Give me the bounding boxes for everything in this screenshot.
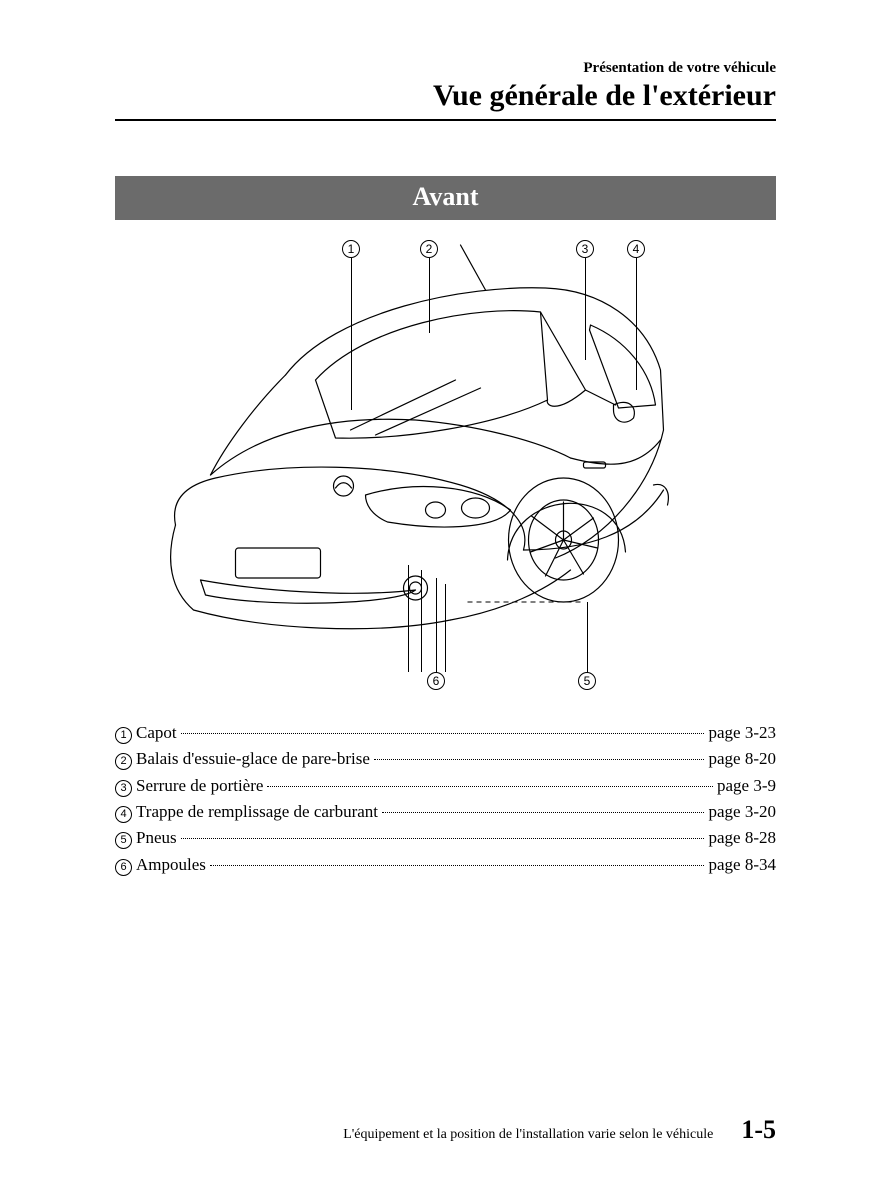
legend-item-page: page 3-20 — [708, 799, 776, 825]
breadcrumb: Présentation de votre véhicule — [115, 60, 776, 77]
car-diagram: 1 2 3 4 6 5 — [115, 230, 776, 700]
leader-dots — [382, 812, 704, 813]
diagram-callout: 5 — [578, 672, 596, 690]
legend-item-label: Pneus — [136, 825, 177, 851]
legend-item: 3Serrure de portière page 3-9 — [115, 773, 776, 799]
leader-dots — [210, 865, 705, 866]
legend-item-number: 3 — [115, 780, 132, 797]
diagram-callout: 1 — [342, 240, 360, 258]
legend-item-label: Trappe de remplissage de carburant — [136, 799, 378, 825]
legend-item-number: 1 — [115, 727, 132, 744]
legend-item: 1Capot page 3-23 — [115, 720, 776, 746]
leader-dots — [181, 733, 705, 734]
legend-item-page: page 3-23 — [708, 720, 776, 746]
legend-item-label: Ampoules — [136, 852, 206, 878]
diagram-callout: 3 — [576, 240, 594, 258]
legend-item-number: 4 — [115, 806, 132, 823]
legend-item-page: page 8-20 — [708, 746, 776, 772]
header-rule — [115, 119, 776, 121]
legend-item-page: page 8-34 — [708, 852, 776, 878]
page-title: Vue générale de l'extérieur — [115, 79, 776, 113]
page-footer: L'équipement et la position de l'install… — [115, 1115, 776, 1145]
legend-item: 6Ampoules page 8-34 — [115, 852, 776, 878]
footer-note: L'équipement et la position de l'install… — [343, 1127, 713, 1143]
section-title-band: Avant — [115, 176, 776, 220]
legend-item-label: Balais d'essuie-glace de pare-brise — [136, 746, 370, 772]
legend-item-label: Capot — [136, 720, 177, 746]
legend-item: 5Pneus page 8-28 — [115, 825, 776, 851]
diagram-callout: 4 — [627, 240, 645, 258]
page-header: Présentation de votre véhicule Vue génér… — [115, 60, 776, 113]
legend-item: 2Balais d'essuie-glace de pare-brise page… — [115, 746, 776, 772]
legend-item: 4Trappe de remplissage de carburant page … — [115, 799, 776, 825]
legend-item-page: page 8-28 — [708, 825, 776, 851]
legend-item-number: 5 — [115, 832, 132, 849]
leader-dots — [374, 759, 705, 760]
legend-item-page: page 3-9 — [717, 773, 776, 799]
leader-dots — [267, 786, 713, 787]
legend-list: 1Capotpage 3-232Balais d'essuie-glace de… — [115, 720, 776, 878]
diagram-callout: 6 — [427, 672, 445, 690]
legend-item-number: 2 — [115, 753, 132, 770]
legend-item-number: 6 — [115, 859, 132, 876]
leader-dots — [181, 838, 705, 839]
diagram-callout: 2 — [420, 240, 438, 258]
page-number: 1-5 — [741, 1115, 776, 1145]
legend-item-label: Serrure de portière — [136, 773, 263, 799]
